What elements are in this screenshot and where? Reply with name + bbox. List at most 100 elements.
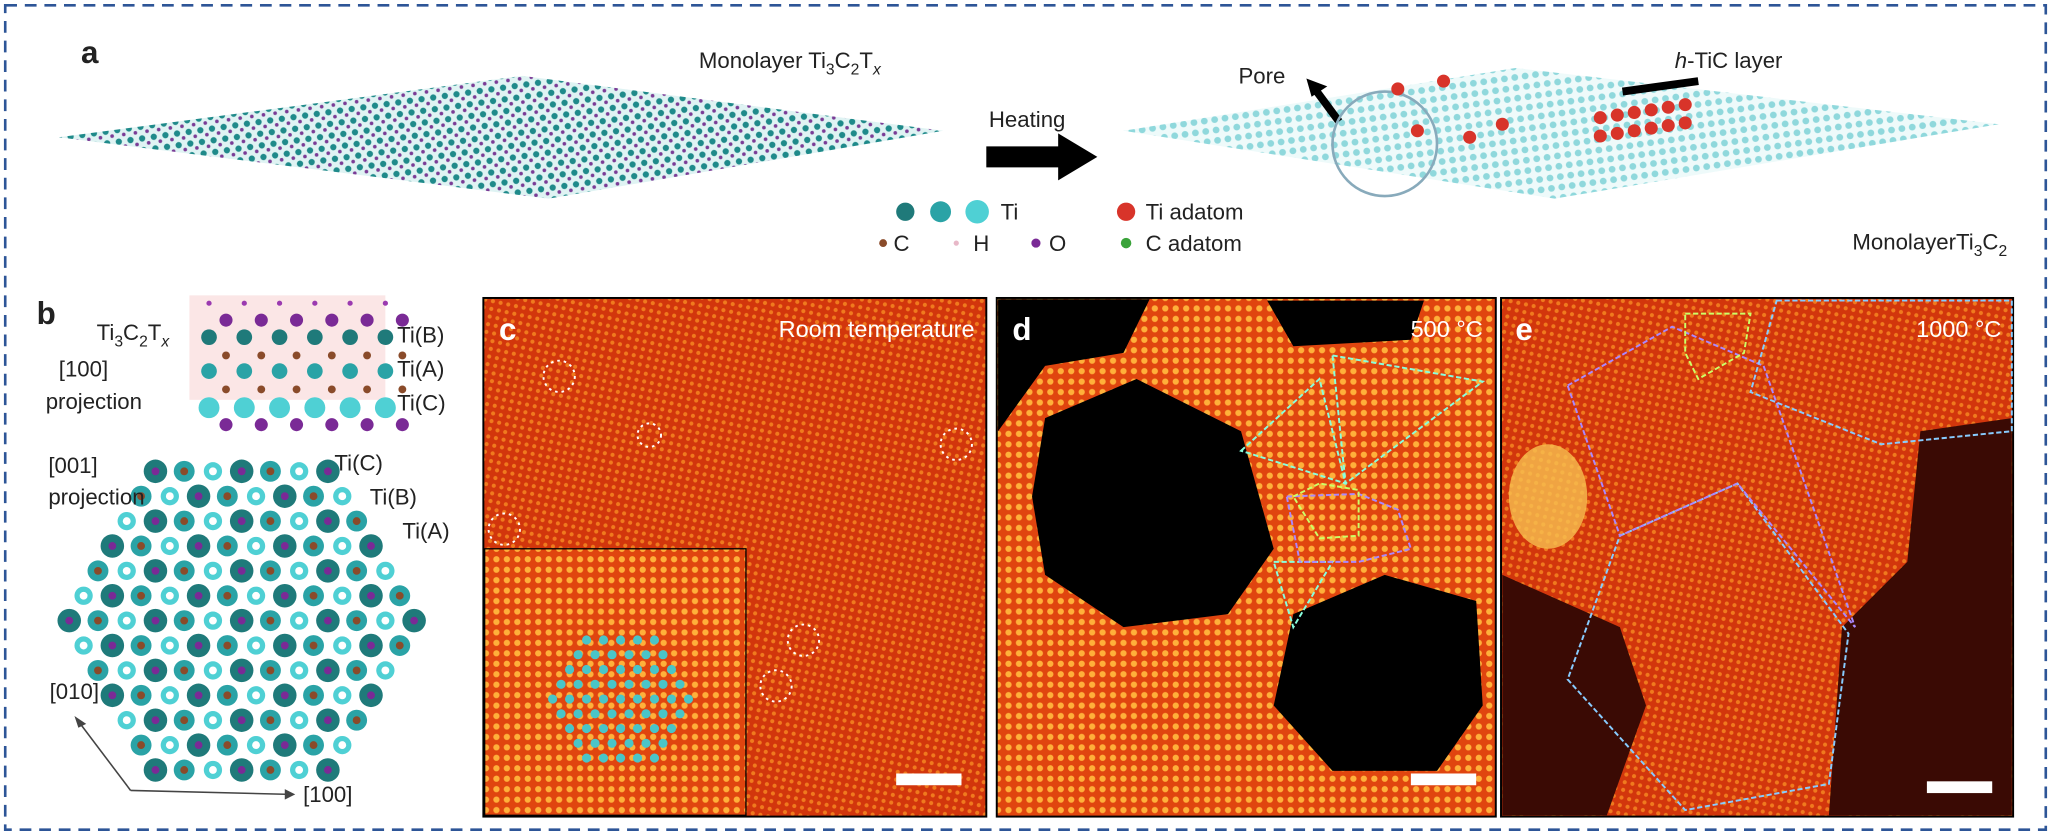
hole [1032, 378, 1274, 628]
caption: Room temperature [779, 316, 975, 342]
label: projection [46, 389, 142, 414]
atom-core [295, 666, 304, 675]
atom [290, 313, 304, 327]
atom-core [237, 517, 246, 526]
arrow [1306, 78, 1328, 97]
atom-core [165, 741, 174, 750]
side-view [198, 300, 409, 432]
atom-core [295, 467, 304, 476]
domain-outlines [1566, 299, 2013, 812]
atom [312, 300, 318, 306]
legend-marker [1120, 237, 1132, 249]
atom [581, 635, 592, 645]
atom-core [252, 691, 260, 700]
atom [658, 709, 668, 719]
atom [306, 329, 323, 345]
atom [573, 709, 583, 719]
atom-core [323, 616, 332, 625]
atom-core [338, 492, 347, 501]
atom [339, 397, 361, 419]
atom-core [108, 691, 117, 700]
atom [649, 664, 660, 675]
label: Pore [1238, 64, 1285, 89]
atom-core [137, 691, 146, 700]
atom [658, 650, 668, 660]
atom [641, 650, 651, 660]
atom [565, 694, 575, 704]
domain-outlines [1239, 354, 1486, 630]
atom [641, 738, 651, 748]
panel-label: b [37, 296, 56, 331]
arrowhead [284, 789, 296, 800]
atom-core [295, 566, 304, 575]
adatom [1661, 100, 1675, 114]
atom [276, 300, 283, 306]
atom [325, 313, 339, 327]
atom [219, 313, 233, 327]
atom-core [280, 691, 289, 700]
hole [998, 299, 1150, 432]
atom-core [338, 591, 347, 600]
scale-bar [1926, 781, 1993, 794]
panel-e: e 1000 °C [1500, 296, 2015, 818]
atom-core [223, 691, 232, 700]
atom-core [309, 691, 318, 700]
atom [257, 351, 266, 360]
atom-core [338, 741, 347, 750]
atom [201, 363, 217, 379]
atom-core [223, 641, 232, 650]
atom-core [223, 542, 232, 550]
atom [624, 738, 634, 748]
adatom [1678, 116, 1692, 130]
legend-marker [965, 199, 989, 224]
label: Ti(B) [397, 322, 444, 347]
atom-core [381, 616, 390, 625]
adatom [1495, 117, 1509, 131]
atom-core [94, 666, 102, 675]
bright-region [1508, 444, 1588, 549]
atom [632, 694, 643, 704]
atom [624, 709, 634, 719]
legend-label: C adatom [1146, 231, 1242, 256]
adatom [1437, 74, 1451, 88]
label: Ti(C) [397, 390, 445, 415]
atom-core [266, 616, 275, 625]
dark-region [1502, 574, 1647, 816]
atom [325, 418, 339, 432]
atom-core [252, 542, 260, 550]
atom [649, 694, 660, 704]
atom [615, 635, 626, 645]
atom-core [151, 616, 160, 625]
atom-core [381, 666, 390, 675]
atom [201, 329, 217, 345]
atom-core [266, 716, 275, 725]
atom-core [137, 641, 146, 650]
legend-label: H [973, 231, 989, 256]
atom-core [352, 517, 361, 526]
atom [598, 723, 609, 734]
atom-core [122, 517, 131, 526]
atom [598, 753, 609, 763]
atom-core [209, 616, 217, 625]
legend-marker [930, 201, 952, 223]
figure-border [3, 4, 2048, 831]
atom-core [252, 492, 260, 501]
atom-core [237, 566, 246, 575]
atom-core [94, 566, 102, 575]
atom-core [165, 691, 174, 700]
atom-core [180, 467, 189, 476]
atom-core [237, 766, 246, 774]
legend-label: O [1049, 231, 1066, 256]
atom-core [108, 542, 117, 550]
atom-core [367, 691, 375, 700]
atom [360, 418, 374, 432]
panel-a: a Monolayer Ti3C2Tx Heating Pore h-TiC l… [58, 35, 2007, 260]
atom-core [180, 716, 189, 725]
atom [292, 351, 301, 360]
label: [100] [59, 356, 108, 381]
adatom [1644, 103, 1658, 117]
top-view [57, 459, 426, 782]
atom [565, 723, 575, 734]
